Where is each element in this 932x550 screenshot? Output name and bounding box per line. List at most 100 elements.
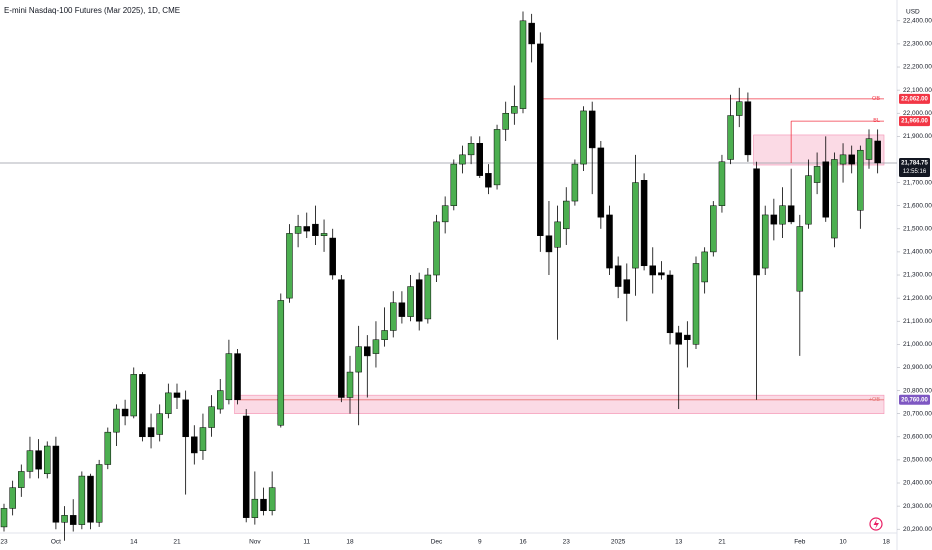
candle-body: [459, 154, 466, 165]
x-tick-label: 2025: [611, 539, 626, 546]
currency[interactable]: USD: [906, 9, 920, 16]
candle-body: [718, 161, 726, 206]
x-tick-label: 21: [173, 539, 181, 546]
candle-body: [199, 427, 207, 451]
candle-body: [0, 508, 8, 528]
x-tick-label: 9: [478, 539, 482, 546]
x-tick-label: 18: [346, 539, 354, 546]
zone: [234, 394, 885, 414]
level-label: BL: [873, 118, 880, 124]
candle-body: [614, 265, 622, 287]
x-tick-label: 10: [839, 539, 847, 546]
x-tick-label: Nov: [249, 539, 261, 546]
candle-body: [69, 515, 77, 525]
candle-body: [519, 20, 527, 109]
candle-body: [822, 161, 829, 218]
x-tick-label: Oct: [51, 539, 61, 546]
price-badge: [899, 116, 930, 127]
candle-body: [554, 221, 561, 248]
y-tick-label: 20,300.00: [903, 503, 932, 510]
candle-body: [251, 498, 259, 518]
x-tick-label: 23: [563, 539, 571, 546]
candle-body: [18, 471, 25, 488]
candle-body: [139, 374, 146, 438]
y-tick-label: 21,600.00: [903, 202, 932, 209]
candle-body: [312, 223, 319, 236]
y-tick-label: 21,700.00: [903, 179, 932, 186]
candle-body: [701, 251, 708, 283]
candle-body: [329, 237, 336, 276]
candle-body: [571, 163, 579, 202]
y-tick-label: 22,300.00: [903, 41, 932, 48]
candle-body: [580, 110, 587, 165]
candle-body: [493, 129, 501, 186]
last-price-label: 21,784.75: [901, 161, 928, 167]
candle-body: [338, 279, 345, 398]
candle-body: [173, 392, 181, 398]
candle-body: [640, 180, 648, 267]
candle-body: [398, 302, 406, 317]
candle-body: [848, 154, 855, 165]
y-tick-label: 21,900.00: [903, 133, 932, 140]
candle-body: [268, 487, 276, 511]
plot: -OB BL +OB: [0, 11, 897, 541]
candle-body: [675, 332, 682, 345]
chart-title: E-mini Nasdaq-100 Futures (Mar 2025), 1D…: [4, 6, 180, 15]
y-tick-label: 20,600.00: [903, 434, 932, 441]
candle-body: [441, 205, 449, 223]
candle-body: [831, 159, 838, 239]
candle-body: [658, 272, 665, 276]
candle-body: [787, 205, 795, 223]
candle-body: [563, 200, 570, 230]
candle-body: [502, 112, 509, 130]
x-tick-label: 14: [130, 539, 138, 546]
candle-body: [632, 182, 639, 269]
candle-body: [52, 445, 60, 523]
y-tick-label: 21,200.00: [903, 295, 932, 302]
candle-body: [865, 138, 873, 160]
y-tick-label: 20,500.00: [903, 457, 932, 464]
candle-body: [191, 436, 198, 454]
candle-body: [796, 226, 804, 292]
candle-body: [424, 274, 432, 320]
candle-body: [104, 431, 112, 465]
candle-body: [26, 450, 34, 472]
candle-body: [710, 205, 717, 253]
x-tick-label: 21: [718, 539, 726, 546]
y-tick-label: 20,900.00: [903, 364, 932, 371]
candle-body: [121, 408, 129, 417]
x-tick-label: 13: [675, 539, 683, 546]
countdown: 12:55:16: [903, 169, 927, 175]
x-tick-label: 23: [0, 539, 8, 546]
candle-body: [277, 300, 285, 426]
y-tick-label: 22,200.00: [903, 64, 932, 71]
price-badge-label: 22,062.00: [901, 96, 928, 102]
candle-body: [44, 445, 51, 475]
y-tick-label: 21,300.00: [903, 272, 932, 279]
candle-body: [511, 106, 518, 114]
y-tick-label: 21,000.00: [903, 341, 932, 348]
y-tick-label: 22,100.00: [903, 87, 932, 94]
y-tick-label: 22,400.00: [903, 18, 932, 25]
candle-body: [260, 498, 267, 511]
logo[interactable]: [869, 517, 883, 531]
y-tick-label: 21,100.00: [903, 318, 932, 325]
candle-body: [727, 115, 734, 160]
y-tick-label: 20,400.00: [903, 480, 932, 487]
candle-body: [303, 226, 310, 232]
candle-body: [165, 392, 172, 414]
x-tick-label: Feb: [794, 539, 806, 546]
candle-body: [78, 475, 86, 525]
candle-body: [606, 214, 613, 269]
x-tick-label: 18: [883, 539, 891, 546]
level-label: +OB: [869, 397, 880, 403]
candle-body: [147, 427, 155, 438]
candle-body: [744, 101, 752, 156]
candle-body: [597, 147, 605, 218]
y-tick-label: 21,400.00: [903, 249, 932, 256]
candle-body: [95, 464, 103, 523]
candle-body: [485, 173, 492, 188]
candle-body: [649, 265, 656, 276]
